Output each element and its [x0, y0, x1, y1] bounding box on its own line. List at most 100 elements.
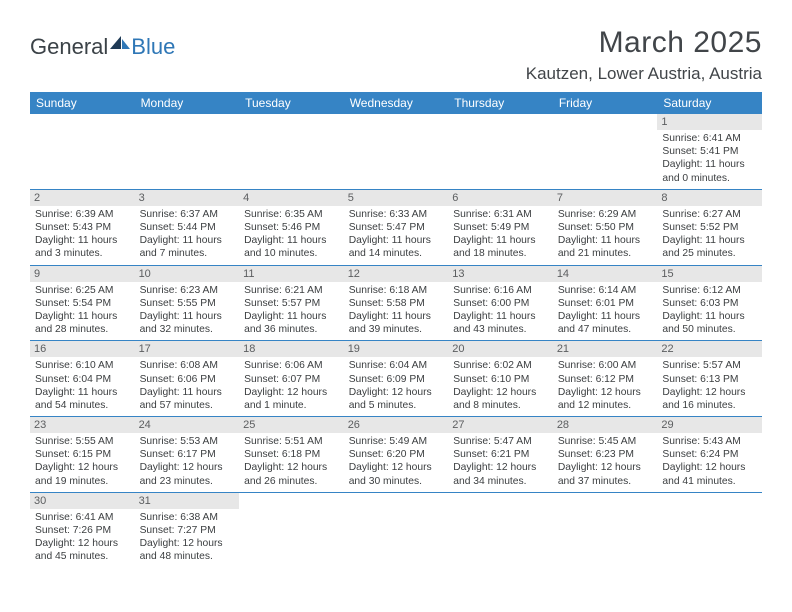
- day-dl1: Daylight: 11 hours: [662, 234, 757, 247]
- day-sunset: Sunset: 5:44 PM: [140, 221, 235, 234]
- calendar-day-cell: 28Sunrise: 5:45 AMSunset: 6:23 PMDayligh…: [553, 417, 658, 493]
- calendar-day-cell: 5Sunrise: 6:33 AMSunset: 5:47 PMDaylight…: [344, 189, 449, 265]
- day-sunrise: Sunrise: 6:00 AM: [558, 359, 653, 372]
- day-sunset: Sunset: 6:12 PM: [558, 373, 653, 386]
- day-dl2: and 16 minutes.: [662, 399, 757, 412]
- day-sunrise: Sunrise: 6:12 AM: [662, 284, 757, 297]
- day-number: 21: [553, 341, 658, 357]
- day-sunset: Sunset: 5:47 PM: [349, 221, 444, 234]
- calendar-day-cell: 16Sunrise: 6:10 AMSunset: 6:04 PMDayligh…: [30, 341, 135, 417]
- day-dl2: and 10 minutes.: [244, 247, 339, 260]
- day-dl1: Daylight: 11 hours: [140, 386, 235, 399]
- day-sunrise: Sunrise: 6:31 AM: [453, 208, 548, 221]
- day-sunrise: Sunrise: 6:18 AM: [349, 284, 444, 297]
- location-text: Kautzen, Lower Austria, Austria: [526, 64, 762, 84]
- day-dl1: Daylight: 12 hours: [35, 537, 130, 550]
- day-number: 23: [30, 417, 135, 433]
- day-sunrise: Sunrise: 6:25 AM: [35, 284, 130, 297]
- day-number: 25: [239, 417, 344, 433]
- day-sunset: Sunset: 6:03 PM: [662, 297, 757, 310]
- day-dl1: Daylight: 11 hours: [558, 310, 653, 323]
- day-sunrise: Sunrise: 5:45 AM: [558, 435, 653, 448]
- weekday-header: Wednesday: [344, 92, 449, 114]
- calendar-day-cell: 27Sunrise: 5:47 AMSunset: 6:21 PMDayligh…: [448, 417, 553, 493]
- day-dl1: Daylight: 12 hours: [558, 386, 653, 399]
- calendar-day-cell: 31Sunrise: 6:38 AMSunset: 7:27 PMDayligh…: [135, 492, 240, 567]
- day-sunset: Sunset: 6:20 PM: [349, 448, 444, 461]
- calendar-day-cell: 6Sunrise: 6:31 AMSunset: 5:49 PMDaylight…: [448, 189, 553, 265]
- day-number: 29: [657, 417, 762, 433]
- day-sunrise: Sunrise: 6:27 AM: [662, 208, 757, 221]
- calendar-empty-cell: [30, 114, 135, 189]
- day-number: 30: [30, 493, 135, 509]
- day-sunset: Sunset: 6:24 PM: [662, 448, 757, 461]
- day-sunrise: Sunrise: 5:49 AM: [349, 435, 444, 448]
- calendar-body: 1Sunrise: 6:41 AMSunset: 5:41 PMDaylight…: [30, 114, 762, 568]
- day-sunset: Sunset: 6:01 PM: [558, 297, 653, 310]
- day-dl1: Daylight: 12 hours: [349, 386, 444, 399]
- day-dl1: Daylight: 11 hours: [244, 310, 339, 323]
- logo-text-general: General: [30, 34, 108, 60]
- calendar-day-cell: 8Sunrise: 6:27 AMSunset: 5:52 PMDaylight…: [657, 189, 762, 265]
- weekday-header: Sunday: [30, 92, 135, 114]
- day-number: 14: [553, 266, 658, 282]
- day-sunrise: Sunrise: 5:53 AM: [140, 435, 235, 448]
- day-sunrise: Sunrise: 5:43 AM: [662, 435, 757, 448]
- page-header: General Blue March 2025 Kautzen, Lower A…: [30, 26, 762, 84]
- day-sunrise: Sunrise: 6:04 AM: [349, 359, 444, 372]
- day-number: 20: [448, 341, 553, 357]
- day-sunset: Sunset: 5:57 PM: [244, 297, 339, 310]
- day-sunrise: Sunrise: 5:57 AM: [662, 359, 757, 372]
- calendar-empty-cell: [135, 114, 240, 189]
- day-sunset: Sunset: 5:43 PM: [35, 221, 130, 234]
- day-dl2: and 57 minutes.: [140, 399, 235, 412]
- day-sunset: Sunset: 6:18 PM: [244, 448, 339, 461]
- day-sunset: Sunset: 6:21 PM: [453, 448, 548, 461]
- calendar-day-cell: 1Sunrise: 6:41 AMSunset: 5:41 PMDaylight…: [657, 114, 762, 189]
- day-dl2: and 50 minutes.: [662, 323, 757, 336]
- calendar-day-cell: 14Sunrise: 6:14 AMSunset: 6:01 PMDayligh…: [553, 265, 658, 341]
- calendar-empty-cell: [344, 492, 449, 567]
- weekday-header: Saturday: [657, 92, 762, 114]
- day-dl2: and 37 minutes.: [558, 475, 653, 488]
- calendar-page: General Blue March 2025 Kautzen, Lower A…: [0, 0, 792, 578]
- day-dl1: Daylight: 12 hours: [349, 461, 444, 474]
- calendar-day-cell: 10Sunrise: 6:23 AMSunset: 5:55 PMDayligh…: [135, 265, 240, 341]
- calendar-week-row: 2Sunrise: 6:39 AMSunset: 5:43 PMDaylight…: [30, 189, 762, 265]
- day-number: 18: [239, 341, 344, 357]
- day-number: 27: [448, 417, 553, 433]
- weekday-header-row: SundayMondayTuesdayWednesdayThursdayFrid…: [30, 92, 762, 114]
- day-dl2: and 19 minutes.: [35, 475, 130, 488]
- calendar-week-row: 1Sunrise: 6:41 AMSunset: 5:41 PMDaylight…: [30, 114, 762, 189]
- day-dl2: and 5 minutes.: [349, 399, 444, 412]
- calendar-day-cell: 12Sunrise: 6:18 AMSunset: 5:58 PMDayligh…: [344, 265, 449, 341]
- calendar-day-cell: 18Sunrise: 6:06 AMSunset: 6:07 PMDayligh…: [239, 341, 344, 417]
- page-title: March 2025: [526, 26, 762, 60]
- day-dl2: and 47 minutes.: [558, 323, 653, 336]
- day-sunset: Sunset: 5:46 PM: [244, 221, 339, 234]
- day-number: 19: [344, 341, 449, 357]
- calendar-day-cell: 2Sunrise: 6:39 AMSunset: 5:43 PMDaylight…: [30, 189, 135, 265]
- day-number: 3: [135, 190, 240, 206]
- weekday-header: Thursday: [448, 92, 553, 114]
- calendar-empty-cell: [239, 114, 344, 189]
- calendar-day-cell: 11Sunrise: 6:21 AMSunset: 5:57 PMDayligh…: [239, 265, 344, 341]
- day-dl1: Daylight: 11 hours: [662, 158, 757, 171]
- day-sunrise: Sunrise: 6:38 AM: [140, 511, 235, 524]
- day-dl2: and 45 minutes.: [35, 550, 130, 563]
- day-dl1: Daylight: 11 hours: [35, 310, 130, 323]
- logo-sail-icon: [110, 31, 130, 57]
- calendar-empty-cell: [657, 492, 762, 567]
- day-number: 7: [553, 190, 658, 206]
- day-number: 24: [135, 417, 240, 433]
- day-dl1: Daylight: 11 hours: [140, 234, 235, 247]
- calendar-week-row: 30Sunrise: 6:41 AMSunset: 7:26 PMDayligh…: [30, 492, 762, 567]
- calendar-week-row: 16Sunrise: 6:10 AMSunset: 6:04 PMDayligh…: [30, 341, 762, 417]
- day-dl2: and 8 minutes.: [453, 399, 548, 412]
- day-dl1: Daylight: 12 hours: [244, 386, 339, 399]
- day-dl1: Daylight: 12 hours: [140, 461, 235, 474]
- day-number: 28: [553, 417, 658, 433]
- day-dl1: Daylight: 11 hours: [35, 234, 130, 247]
- weekday-header: Monday: [135, 92, 240, 114]
- day-number: 8: [657, 190, 762, 206]
